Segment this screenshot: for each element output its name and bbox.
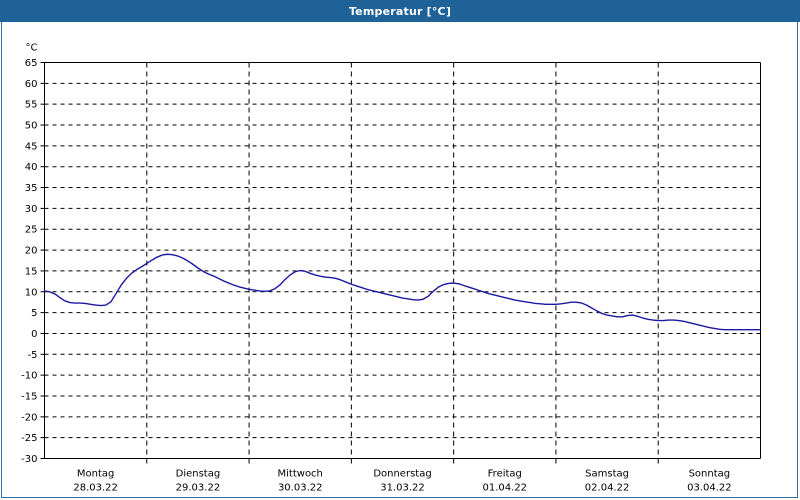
y-tick-label: -30 (21, 454, 37, 465)
temperature-series (43, 253, 762, 331)
x-axis-date-label: 29.03.22 (176, 483, 221, 494)
y-tick-label: -25 (21, 433, 37, 444)
y-tick-label: 40 (25, 162, 38, 173)
y-tick-label: -5 (28, 350, 38, 361)
series-path-temperatur (43, 253, 762, 331)
chart-frame (1, 22, 798, 498)
y-tick-label: 45 (25, 141, 38, 152)
x-axis-day-label: Freitag (488, 469, 522, 480)
x-axis-date-label: 28.03.22 (73, 483, 118, 494)
x-axis-date-label: 01.04.22 (483, 483, 528, 494)
x-axis-day-label: Mittwoch (278, 469, 323, 480)
y-axis-ticks (40, 62, 45, 459)
x-axis-day-label: Samstag (585, 469, 629, 480)
y-tick-label: 25 (25, 225, 38, 236)
x-axis-date-label: 03.04.22 (687, 483, 732, 494)
y-tick-label: 35 (25, 183, 38, 194)
y-tick-label: 65 (25, 58, 38, 69)
x-axis-date-label: 02.04.22 (585, 483, 630, 494)
y-tick-label: 15 (25, 266, 38, 277)
x-axis-labels: Montag 28.03.22 Dienstag 29.03.22 Mittwoch 30… (73, 469, 731, 494)
y-tick-label: 50 (25, 121, 38, 132)
horizontal-gridlines (44, 62, 761, 439)
vertical-gridlines (146, 62, 659, 464)
window-title: Temperatur [°C] (348, 4, 452, 18)
y-tick-label: 30 (25, 204, 38, 215)
axis-lines (44, 62, 761, 459)
y-tick-label: 5 (31, 308, 37, 319)
x-axis-date-label: 30.03.22 (278, 483, 323, 494)
x-axis-day-label: Sonntag (689, 469, 731, 480)
y-tick-label: 60 (25, 79, 38, 90)
y-axis-unit-label: °C (26, 43, 38, 54)
y-tick-label: -10 (21, 371, 37, 382)
y-tick-label: 0 (31, 329, 37, 340)
x-axis-day-label: Montag (77, 469, 114, 480)
x-axis-day-label: Dienstag (176, 469, 221, 480)
window-titlebar: Temperatur [°C] (0, 0, 800, 22)
y-tick-label: 55 (25, 100, 38, 111)
x-axis-date-label: 31.03.22 (380, 483, 425, 494)
x-axis-day-label: Donnerstag (373, 469, 431, 480)
y-axis-labels: 65605550454035302520151050-5-10-15-20-25… (21, 58, 37, 465)
y-tick-label: 20 (25, 246, 38, 257)
y-tick-label: -15 (21, 391, 37, 402)
y-tick-label: 10 (25, 287, 38, 298)
y-tick-label: -20 (21, 412, 37, 423)
